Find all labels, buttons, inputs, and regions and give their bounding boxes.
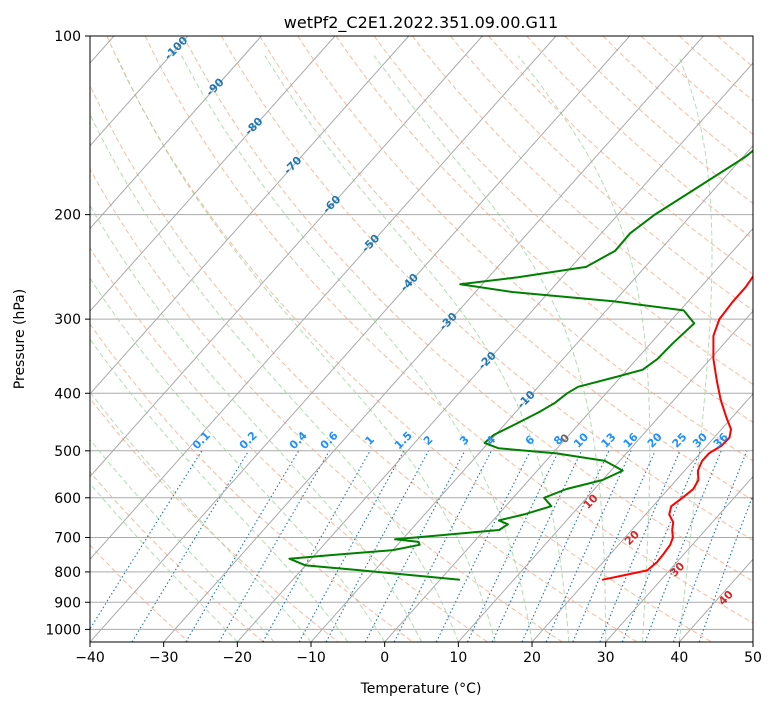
y-tick-label: 300	[54, 312, 81, 328]
y-tick-label: 800	[54, 565, 81, 581]
y-tick-label: 700	[54, 531, 81, 547]
x-tick-label: −10	[296, 650, 326, 666]
y-tick-label: 500	[54, 444, 81, 460]
y-tick-label: 1000	[45, 622, 81, 638]
x-tick-label: −30	[149, 650, 179, 666]
x-axis-label: Temperature (°C)	[360, 681, 482, 697]
chart-title: wetPf2_C2E1.2022.351.09.00.G11	[284, 13, 558, 33]
x-tick-label: 50	[744, 650, 762, 666]
y-tick-label: 600	[54, 491, 81, 507]
x-tick-label: 0	[380, 650, 389, 666]
x-tick-label: 30	[597, 650, 615, 666]
x-tick-label: −20	[223, 650, 253, 666]
y-tick-label: 400	[54, 386, 81, 402]
y-tick-label: 100	[54, 29, 81, 45]
x-tick-label: 20	[523, 650, 541, 666]
y-tick-label: 900	[54, 595, 81, 611]
y-axis-label: Pressure (hPa)	[12, 289, 28, 389]
y-tick-label: 200	[54, 208, 81, 224]
x-tick-label: 10	[449, 650, 467, 666]
x-tick-label: −40	[75, 650, 105, 666]
x-tick-label: 40	[670, 650, 688, 666]
